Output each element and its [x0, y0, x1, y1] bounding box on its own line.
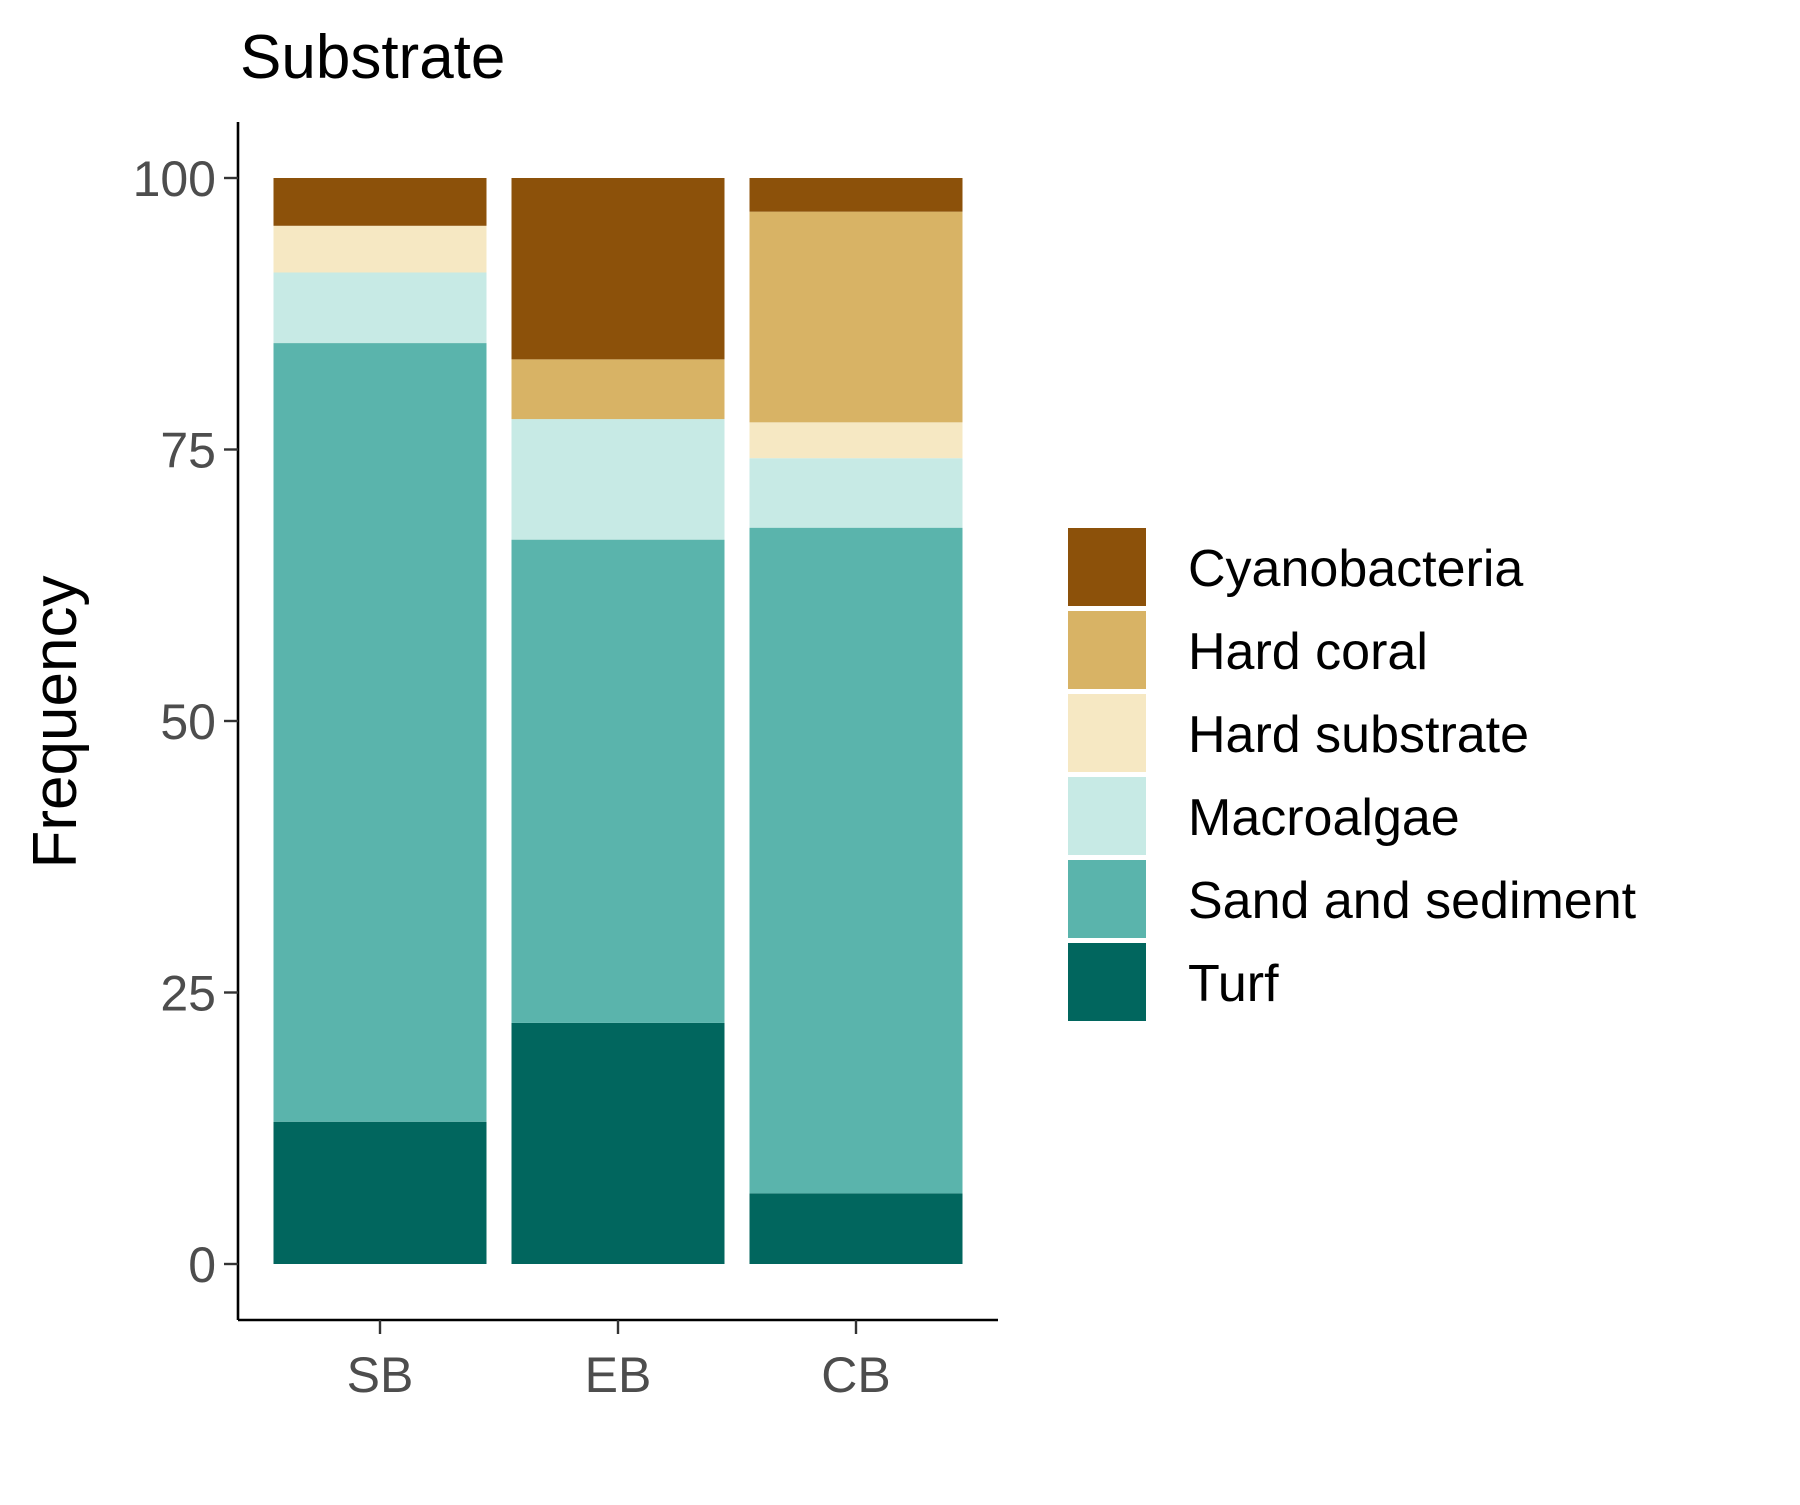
legend-key-cyanobacteria [1068, 528, 1146, 606]
bar-cb-cyanobacteria [749, 178, 963, 212]
legend-key-sand-and-sediment [1068, 860, 1146, 938]
legend-key-hard-coral [1068, 611, 1146, 689]
legend-label-hard-coral: Hard coral [1188, 623, 1428, 681]
legend-key-turf [1068, 943, 1146, 1021]
bar-eb-sand-and-sediment [511, 539, 725, 1023]
y-tick-label: 100 [133, 151, 216, 207]
bar-sb-macroalgae [273, 272, 487, 344]
legend-label-hard-substrate: Hard substrate [1188, 706, 1529, 764]
legend-key-hard-substrate [1068, 694, 1146, 772]
legend-key-macroalgae [1068, 777, 1146, 855]
x-tick-label: SB [347, 1347, 414, 1403]
bar-eb-turf [511, 1022, 725, 1264]
bar-eb-cyanobacteria [511, 178, 725, 360]
bar-sb-turf [273, 1121, 487, 1264]
legend: Cyanobacteria Hard coral Hard substrate Mac… [1068, 528, 1637, 1021]
legend-label-cyanobacteria: Cyanobacteria [1188, 540, 1523, 598]
x-tick-label: EB [585, 1347, 652, 1403]
y-tick-label: 75 [160, 423, 216, 479]
legend-label-turf: Turf [1188, 955, 1279, 1013]
bars-layer [273, 178, 963, 1264]
legend-label-sand-and-sediment: Sand and sediment [1188, 872, 1637, 930]
bar-sb-cyanobacteria [273, 178, 487, 226]
bar-eb-hard-coral [511, 359, 725, 420]
bar-cb-hard-substrate [749, 422, 963, 459]
bar-sb-sand-and-sediment [273, 343, 487, 1122]
x-tick-label: CB [821, 1347, 890, 1403]
legend-label-macroalgae: Macroalgae [1188, 789, 1460, 847]
y-tick-label: 25 [160, 966, 216, 1022]
bar-cb-macroalgae [749, 458, 963, 528]
chart-title: Substrate [240, 23, 505, 92]
bar-cb-hard-coral [749, 211, 963, 423]
bar-eb-macroalgae [511, 419, 725, 540]
axes-layer: 0 25 50 75 100 SB EB CB [133, 122, 998, 1403]
bar-cb-sand-and-sediment [749, 527, 963, 1194]
bar-cb-turf [749, 1193, 963, 1264]
bar-sb-hard-substrate [273, 225, 487, 273]
y-tick-label: 50 [160, 694, 216, 750]
y-tick-label: 0 [188, 1237, 216, 1293]
y-axis-title: Frequency [21, 576, 90, 869]
